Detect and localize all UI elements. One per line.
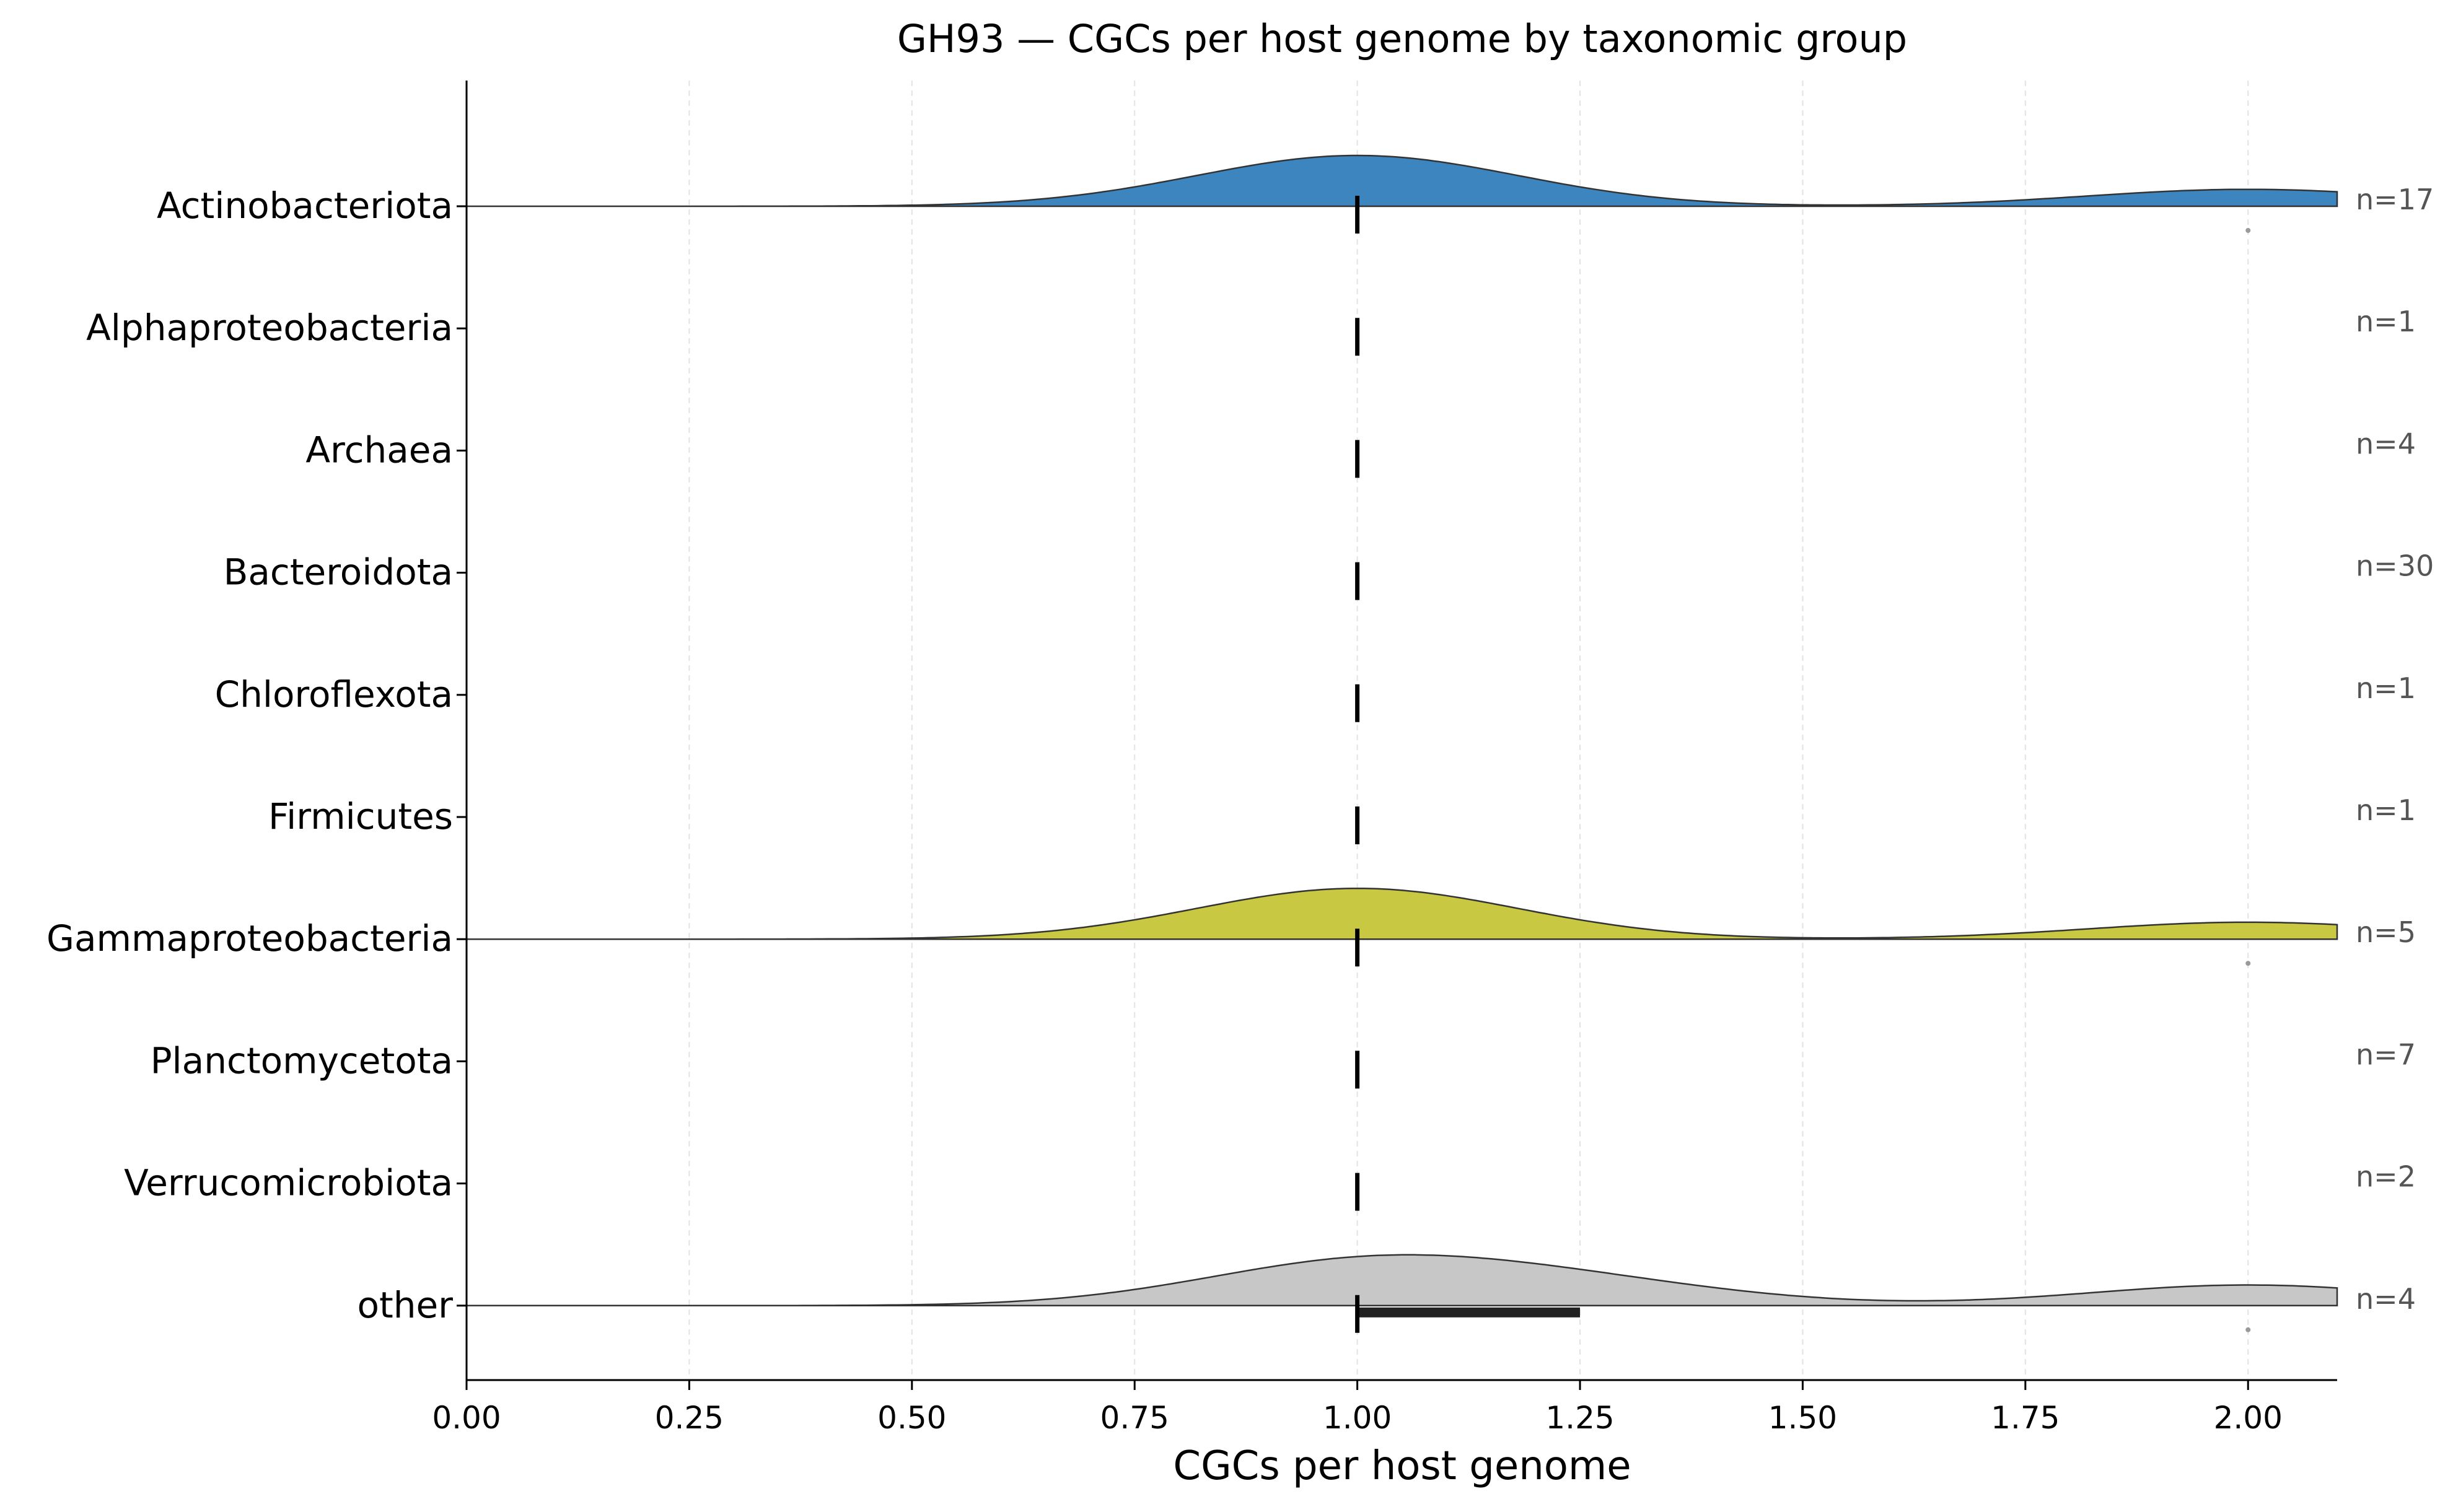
x-tick-label: 1.00 bbox=[1323, 1400, 1392, 1436]
count-label: n=1 bbox=[2356, 305, 2416, 338]
x-tick-label: 0.25 bbox=[655, 1400, 724, 1436]
outlier-point bbox=[2245, 228, 2251, 233]
count-label: n=2 bbox=[2356, 1160, 2416, 1194]
x-tick-label: 0.00 bbox=[432, 1400, 501, 1436]
group-label: Firmicutes bbox=[268, 795, 453, 837]
box-layer bbox=[1355, 196, 2251, 1333]
axis-layer: 0.00 0.25 0.50 0.75 1.00 1.25 1.50 1.75 2.00 bbox=[432, 81, 2337, 1436]
count-label: n=7 bbox=[2356, 1038, 2416, 1071]
group-label: Archaea bbox=[305, 429, 453, 471]
ridge-layer bbox=[467, 154, 2338, 1307]
group-label: Bacteroidota bbox=[224, 551, 453, 593]
x-tick-label: 0.50 bbox=[877, 1400, 946, 1436]
group-label: Planctomycetota bbox=[151, 1039, 453, 1082]
label-layer: Actinobacteriota n=17 Alphaproteobacteria n… bbox=[46, 183, 2434, 1326]
group-label: Actinobacteriota bbox=[157, 185, 453, 227]
outlier-point bbox=[2245, 1327, 2251, 1332]
count-label: n=17 bbox=[2356, 183, 2434, 216]
x-axis-label: CGCs per host genome bbox=[1173, 1443, 1631, 1489]
group-label: Alphaproteobacteria bbox=[86, 307, 453, 349]
group-label: Chloroflexota bbox=[215, 673, 453, 715]
count-label: n=4 bbox=[2356, 1282, 2416, 1316]
chart-title: GH93 — CGCs per host genome by taxonomic… bbox=[897, 16, 1907, 61]
count-label: n=1 bbox=[2356, 671, 2416, 705]
density-ridge bbox=[467, 887, 2338, 940]
count-label: n=4 bbox=[2356, 427, 2416, 460]
outlier-point bbox=[2245, 961, 2251, 966]
density-ridge bbox=[467, 1254, 2338, 1307]
count-label: n=30 bbox=[2356, 549, 2434, 583]
count-label: n=5 bbox=[2356, 916, 2416, 949]
density-ridge bbox=[467, 154, 2338, 208]
x-tick-label: 2.00 bbox=[2214, 1400, 2283, 1436]
x-tick-label: 1.75 bbox=[1991, 1400, 2060, 1436]
group-label: Gammaproteobacteria bbox=[46, 917, 453, 959]
group-label: Verrucomicrobiota bbox=[124, 1162, 453, 1204]
x-tick-label: 1.25 bbox=[1545, 1400, 1614, 1436]
count-label: n=1 bbox=[2356, 793, 2416, 827]
x-tick-label: 1.50 bbox=[1768, 1400, 1837, 1436]
x-tick-label: 0.75 bbox=[1100, 1400, 1169, 1436]
iqr-bar bbox=[1357, 1307, 1581, 1318]
group-label: other bbox=[357, 1284, 453, 1326]
